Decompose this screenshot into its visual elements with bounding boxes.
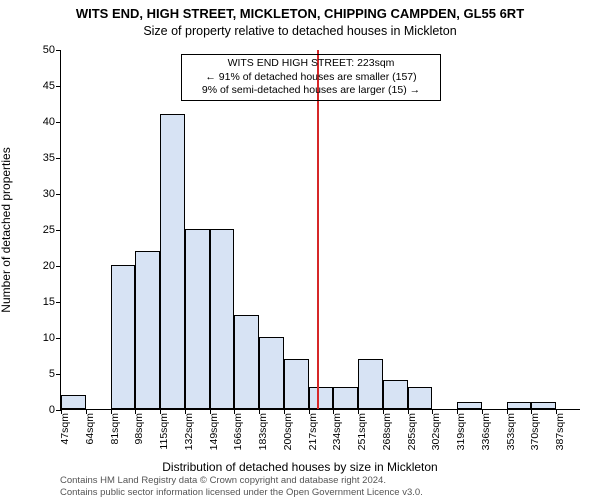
y-tick-label: 5 [27, 368, 55, 380]
x-tick-label: 200sqm [282, 413, 294, 450]
histogram-bar [259, 337, 284, 409]
x-tick-label: 115sqm [158, 413, 170, 450]
annotation-line2: ← 91% of detached houses are smaller (15… [188, 71, 434, 85]
y-tick [56, 302, 61, 303]
annotation-box: WITS END HIGH STREET: 223sqm ← 91% of de… [181, 54, 441, 101]
y-tick-label: 35 [27, 152, 55, 164]
histogram-bar [111, 265, 136, 409]
annotation-line1: WITS END HIGH STREET: 223sqm [188, 57, 434, 71]
y-tick-label: 15 [27, 296, 55, 308]
x-tick-label: 132sqm [183, 413, 195, 450]
x-tick-label: 234sqm [331, 413, 343, 450]
x-tick-label: 353sqm [505, 413, 517, 450]
x-tick-label: 268sqm [381, 413, 393, 450]
histogram-bar [135, 251, 160, 409]
x-tick-label: 217sqm [307, 413, 319, 450]
attribution-line2: Contains public sector information licen… [60, 487, 423, 498]
y-tick-label: 50 [27, 44, 55, 56]
y-tick [56, 374, 61, 375]
page-title-address: WITS END, HIGH STREET, MICKLETON, CHIPPI… [0, 6, 600, 21]
x-tick-label: 319sqm [455, 413, 467, 450]
y-tick [56, 122, 61, 123]
y-tick-label: 20 [27, 260, 55, 272]
histogram-bar [234, 315, 259, 409]
x-tick-label: 183sqm [257, 413, 269, 450]
histogram-bar [531, 402, 556, 409]
attribution-text: Contains HM Land Registry data © Crown c… [60, 475, 423, 498]
y-tick [56, 194, 61, 195]
x-tick-label: 149sqm [208, 413, 220, 450]
page-subtitle: Size of property relative to detached ho… [0, 24, 600, 38]
histogram-bar [61, 395, 86, 409]
histogram-bar [408, 387, 433, 409]
y-tick-label: 45 [27, 80, 55, 92]
x-tick-label: 251sqm [356, 413, 368, 450]
y-tick [56, 86, 61, 87]
y-tick-label: 10 [27, 332, 55, 344]
y-tick [56, 50, 61, 51]
x-tick-label: 370sqm [529, 413, 541, 450]
histogram-bar [383, 380, 408, 409]
x-axis-label: Distribution of detached houses by size … [0, 460, 600, 474]
histogram-bar [333, 387, 358, 409]
annotation-line3: 9% of semi-detached houses are larger (1… [188, 84, 434, 98]
histogram-bar [160, 114, 185, 409]
histogram-bar [185, 229, 210, 409]
y-tick-label: 40 [27, 116, 55, 128]
chart-plot-area: WITS END HIGH STREET: 223sqm ← 91% of de… [60, 50, 580, 410]
y-tick-label: 25 [27, 224, 55, 236]
x-tick-label: 47sqm [59, 413, 71, 445]
histogram-bar [309, 387, 334, 409]
x-tick-label: 302sqm [430, 413, 442, 450]
y-tick [56, 266, 61, 267]
x-tick-label: 166sqm [232, 413, 244, 450]
histogram-bar [284, 359, 309, 409]
y-tick-label: 0 [27, 404, 55, 416]
y-tick [56, 338, 61, 339]
y-axis-label: Number of detached properties [0, 147, 13, 312]
histogram-bar [210, 229, 235, 409]
y-tick [56, 230, 61, 231]
marker-line [317, 50, 319, 409]
x-tick-label: 387sqm [554, 413, 566, 450]
x-tick-label: 64sqm [84, 413, 96, 445]
x-tick-label: 98sqm [133, 413, 145, 445]
histogram-bar [507, 402, 532, 409]
x-tick-label: 81sqm [109, 413, 121, 445]
y-tick-label: 30 [27, 188, 55, 200]
histogram-bar [457, 402, 482, 409]
y-tick [56, 158, 61, 159]
x-tick-label: 336sqm [480, 413, 492, 450]
histogram-bar [358, 359, 383, 409]
attribution-line1: Contains HM Land Registry data © Crown c… [60, 475, 423, 486]
x-tick-label: 285sqm [406, 413, 418, 450]
histogram-bars [61, 50, 580, 409]
